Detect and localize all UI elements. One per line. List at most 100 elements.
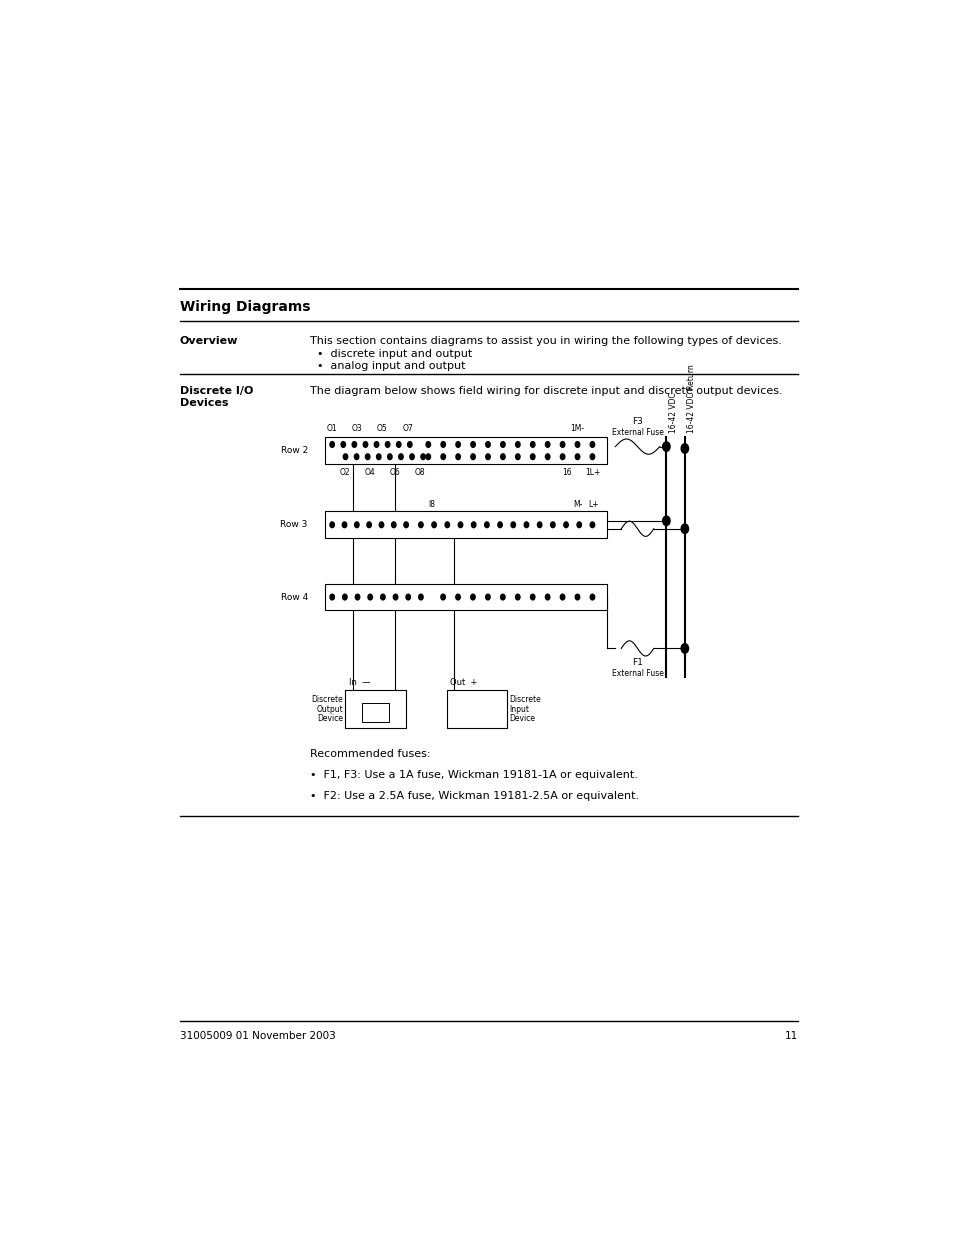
Circle shape [440, 442, 445, 447]
Circle shape [330, 442, 335, 447]
Text: The diagram below shows field wiring for discrete input and discrete output devi: The diagram below shows field wiring for… [310, 385, 781, 396]
Text: 1L+: 1L+ [584, 468, 599, 477]
Circle shape [471, 522, 476, 527]
Circle shape [662, 516, 669, 526]
Text: 11: 11 [784, 1031, 797, 1041]
Text: Input: Input [509, 705, 529, 714]
Circle shape [355, 522, 358, 527]
Circle shape [365, 454, 370, 459]
Circle shape [330, 522, 335, 527]
Circle shape [500, 454, 504, 459]
Text: Devices: Devices [180, 399, 228, 409]
Circle shape [426, 442, 430, 447]
Circle shape [537, 522, 541, 527]
Text: Discrete: Discrete [509, 695, 540, 704]
Circle shape [354, 454, 358, 459]
Bar [345, 690, 406, 729]
Text: 31005009 01 November 2003: 31005009 01 November 2003 [180, 1031, 335, 1041]
Circle shape [374, 442, 378, 447]
Text: O2: O2 [339, 468, 350, 477]
Circle shape [515, 594, 519, 600]
Circle shape [530, 454, 535, 459]
Text: External Fuse: External Fuse [611, 669, 662, 678]
Circle shape [559, 454, 564, 459]
Text: Wiring Diagrams: Wiring Diagrams [180, 300, 310, 315]
Circle shape [471, 442, 475, 447]
Circle shape [342, 594, 347, 600]
Circle shape [524, 522, 528, 527]
Circle shape [485, 454, 490, 459]
Circle shape [391, 522, 395, 527]
Circle shape [500, 594, 504, 600]
Text: O1: O1 [327, 425, 337, 433]
Bar [324, 511, 607, 538]
Circle shape [457, 522, 462, 527]
Text: O5: O5 [376, 425, 388, 433]
Text: I8: I8 [428, 500, 435, 509]
Circle shape [403, 522, 408, 527]
Circle shape [396, 442, 400, 447]
Text: Row 3: Row 3 [280, 520, 308, 530]
Text: •  discrete input and output: • discrete input and output [317, 348, 472, 359]
Circle shape [385, 442, 390, 447]
Circle shape [341, 442, 345, 447]
Text: F1: F1 [632, 658, 642, 667]
Circle shape [550, 522, 555, 527]
Circle shape [577, 522, 580, 527]
Bar [362, 703, 389, 721]
Circle shape [590, 522, 594, 527]
Bar [324, 584, 607, 610]
Circle shape [330, 594, 335, 600]
Circle shape [575, 454, 579, 459]
Text: •  analog input and output: • analog input and output [317, 361, 465, 372]
Text: M-: M- [573, 500, 581, 509]
Circle shape [563, 522, 568, 527]
Circle shape [590, 454, 594, 459]
Circle shape [545, 442, 549, 447]
Circle shape [406, 594, 410, 600]
Circle shape [376, 454, 380, 459]
Circle shape [342, 522, 346, 527]
Text: O7: O7 [402, 425, 413, 433]
Circle shape [575, 594, 579, 600]
Circle shape [545, 454, 549, 459]
Text: Output: Output [316, 705, 343, 714]
Circle shape [590, 594, 594, 600]
Text: This section contains diagrams to assist you in wiring the following types of de: This section contains diagrams to assist… [310, 336, 781, 346]
Circle shape [680, 643, 688, 653]
Text: 16-42 VDC: 16-42 VDC [668, 391, 677, 432]
Circle shape [680, 524, 688, 534]
Circle shape [471, 454, 475, 459]
Circle shape [545, 594, 549, 600]
Circle shape [387, 454, 392, 459]
Text: O6: O6 [389, 468, 400, 477]
Text: In  —: In — [349, 678, 371, 688]
Text: 1M-: 1M- [570, 425, 584, 433]
Text: O8: O8 [415, 468, 425, 477]
Text: Overview: Overview [180, 336, 238, 346]
Circle shape [590, 442, 594, 447]
Circle shape [680, 443, 688, 453]
Text: F3: F3 [632, 416, 642, 426]
Circle shape [484, 522, 489, 527]
Circle shape [379, 522, 383, 527]
Circle shape [352, 442, 356, 447]
Text: External Fuse: External Fuse [611, 429, 662, 437]
Text: Discrete I/O: Discrete I/O [180, 385, 253, 396]
Circle shape [485, 442, 490, 447]
Circle shape [393, 594, 397, 600]
Circle shape [432, 522, 436, 527]
Bar [324, 437, 607, 464]
Circle shape [407, 442, 412, 447]
Circle shape [456, 442, 460, 447]
Circle shape [368, 594, 372, 600]
Circle shape [575, 442, 579, 447]
Circle shape [511, 522, 515, 527]
Circle shape [530, 594, 535, 600]
Circle shape [497, 522, 502, 527]
Circle shape [470, 594, 475, 600]
Circle shape [343, 454, 347, 459]
Circle shape [485, 594, 490, 600]
Circle shape [456, 594, 459, 600]
Circle shape [367, 522, 371, 527]
